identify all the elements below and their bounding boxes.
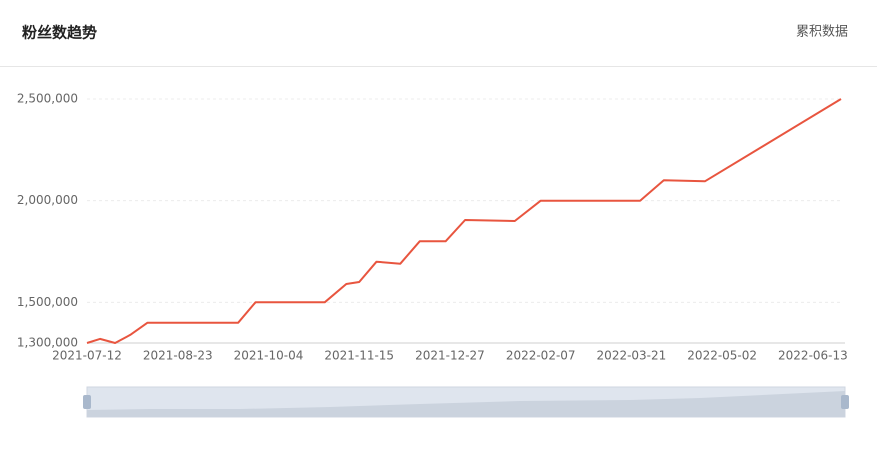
zoom-handle[interactable] [841,395,849,409]
x-tick-label: 2021-11-15 [324,349,394,363]
x-tick-label: 2022-06-13 [778,349,848,363]
zoom-handle[interactable] [83,395,91,409]
y-tick-label: 2,000,000 [17,193,78,207]
y-tick-label: 1,500,000 [17,295,78,309]
zoom-preview [87,391,845,417]
x-tick-label: 2022-05-02 [687,349,757,363]
x-tick-label: 2021-08-23 [143,349,213,363]
x-tick-label: 2021-12-27 [415,349,485,363]
x-tick-label: 2021-10-04 [234,349,304,363]
x-tick-label: 2022-02-07 [506,349,576,363]
cumulative-toggle[interactable]: 累积数据 [796,25,848,40]
data-zoom[interactable] [83,386,849,418]
page-title: 粉丝数趋势 [22,24,97,42]
y-tick-label: 1,300,000 [17,336,78,350]
x-tick-label: 2022-03-21 [597,349,667,363]
y-tick-label: 2,500,000 [17,92,78,106]
x-tick-label: 2021-07-12 [52,349,122,363]
line [86,98,842,344]
